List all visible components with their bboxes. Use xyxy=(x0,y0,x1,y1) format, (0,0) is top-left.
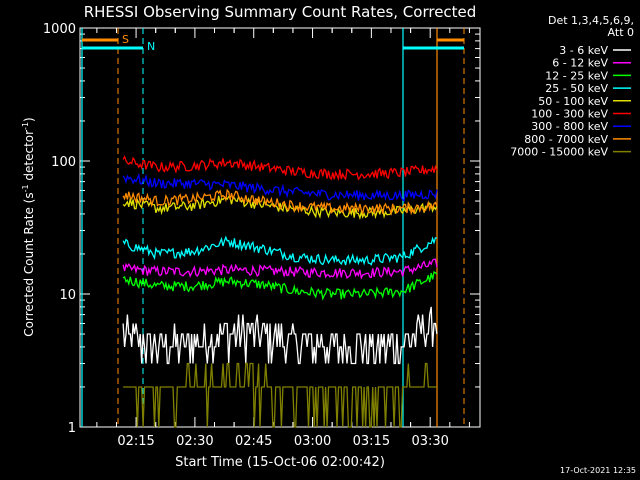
legend-header-line: Att 0 xyxy=(608,26,634,39)
legend-label: 12 - 25 keV xyxy=(545,69,608,82)
legend-label: 100 - 300 keV xyxy=(531,108,608,121)
axes-frame xyxy=(79,27,481,428)
legend-label: 3 - 6 keV xyxy=(559,44,608,57)
legend-label: 6 - 12 keV xyxy=(552,57,608,70)
legend-label: 800 - 7000 keV xyxy=(524,133,608,146)
legend-label: 25 - 50 keV xyxy=(545,82,608,95)
y-tick-label: 10 xyxy=(59,288,76,303)
x-tick-label: 03:00 xyxy=(294,434,331,449)
series-line xyxy=(123,362,437,428)
series-line xyxy=(122,306,438,365)
y-tick-label: 1000 xyxy=(43,22,76,37)
y-axis-label-sup2: -1 xyxy=(21,122,30,130)
x-tick-label: 02:45 xyxy=(235,434,272,449)
y-axis-label-mid: detector xyxy=(22,130,36,185)
x-tick-label: 02:15 xyxy=(117,434,154,449)
y-axis-label-main: Corrected Count Rate (s xyxy=(22,192,36,336)
series-line xyxy=(122,154,438,181)
saa-marker-label: S xyxy=(122,33,129,46)
y-tick-label: 1 xyxy=(68,421,76,436)
series-line xyxy=(122,172,438,202)
series-line xyxy=(122,235,437,266)
legend-header: Det 1,3,4,5,6,9,Att 0 xyxy=(548,14,634,39)
series-line xyxy=(122,270,438,301)
y-tick-label: 100 xyxy=(51,155,76,170)
legend-header-line: Det 1,3,4,5,6,9, xyxy=(548,14,634,27)
timestamp-label: 17-Oct-2021 12:35 xyxy=(560,466,636,475)
series-line xyxy=(122,188,438,216)
legend-label: 50 - 100 keV xyxy=(538,95,608,108)
night-marker-label: N xyxy=(147,40,155,53)
x-tick-label: 03:30 xyxy=(411,434,448,449)
x-tick-label: 02:30 xyxy=(176,434,213,449)
legend-label: 300 - 800 keV xyxy=(531,120,608,133)
legend-label: 7000 - 15000 keV xyxy=(510,146,608,159)
x-tick-label: 03:15 xyxy=(353,434,390,449)
x-axis-label: Start Time (15-Oct-06 02:00:42) xyxy=(175,455,385,470)
chart-title: RHESSI Observing Summary Count Rates, Co… xyxy=(84,3,477,21)
plot-area: 1 10 100 1000 02:15 02:30 02:45 03:00 03:15 03:30… xyxy=(43,22,481,449)
y-axis-label-sup1: -1 xyxy=(21,184,30,192)
y-axis-label-end: ) xyxy=(22,117,36,122)
series-line xyxy=(122,194,438,221)
y-axis-label: Corrected Count Rate (s-1 detector-1) xyxy=(21,117,36,336)
series-line xyxy=(122,258,438,280)
